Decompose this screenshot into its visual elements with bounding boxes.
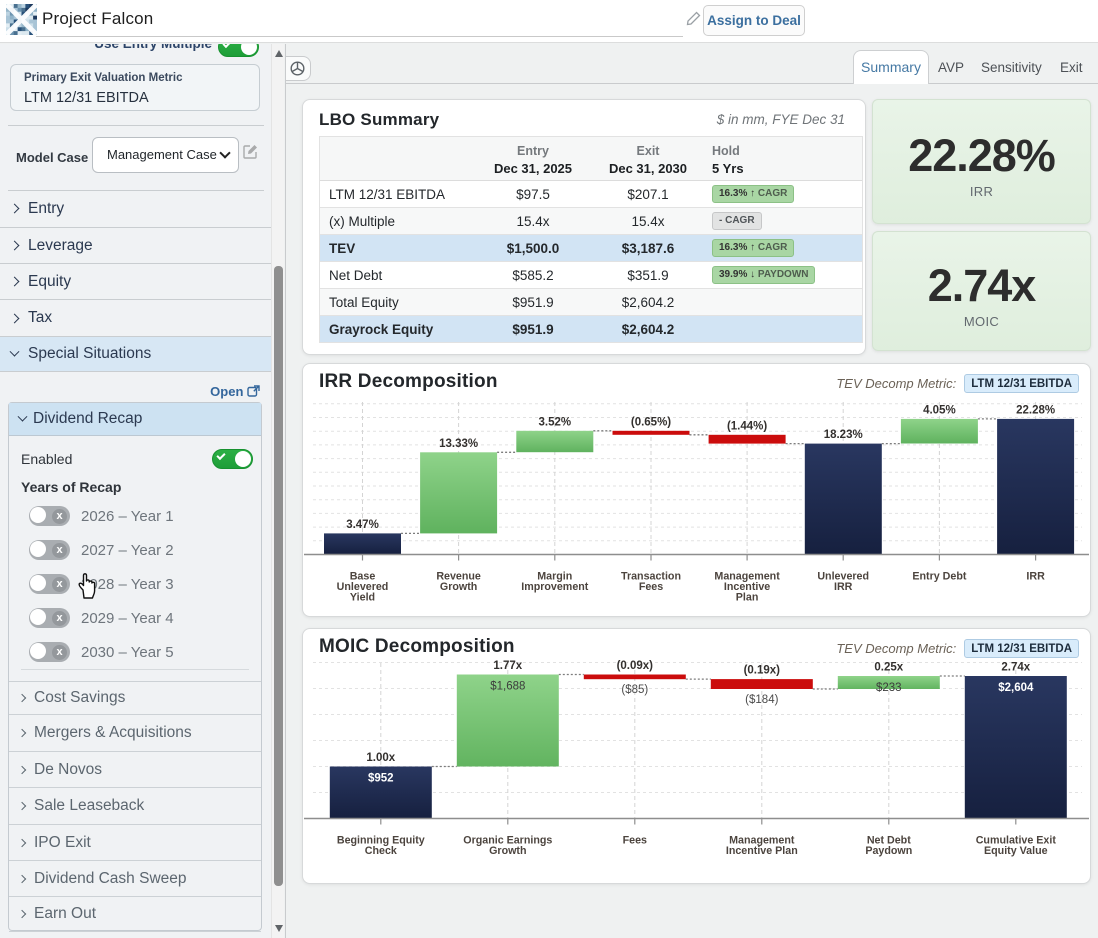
svg-text:Management: Management [714,571,780,583]
svg-text:Paydown: Paydown [865,845,912,857]
svg-text:Entry Debt: Entry Debt [912,571,966,583]
svg-text:Incentive Plan: Incentive Plan [726,845,798,857]
svg-text:Unlevered: Unlevered [817,571,869,583]
svg-text:Incentive: Incentive [724,581,770,593]
svg-text:Beginning Equity: Beginning Equity [337,835,425,847]
svg-text:Growth: Growth [489,845,526,857]
svg-text:IRR: IRR [834,581,853,593]
svg-text:$233: $233 [876,682,902,694]
svg-text:Fees: Fees [639,581,663,593]
svg-text:Growth: Growth [440,581,477,593]
svg-text:Organic Earnings: Organic Earnings [463,835,552,847]
svg-text:Revenue: Revenue [436,571,481,583]
svg-text:IRR: IRR [1026,571,1045,583]
svg-text:($85): ($85) [621,684,648,696]
svg-text:(0.09x): (0.09x) [617,660,654,672]
svg-text:3.47%: 3.47% [346,519,379,531]
svg-text:Check: Check [365,845,397,857]
svg-text:Transaction: Transaction [621,571,681,583]
svg-text:2.74x: 2.74x [1001,662,1030,674]
svg-text:Yield: Yield [350,591,375,603]
svg-text:Net Debt: Net Debt [867,835,911,847]
svg-text:3.52%: 3.52% [538,416,571,428]
svg-text:Unlevered: Unlevered [337,581,389,593]
svg-text:22.28%: 22.28% [1016,404,1055,416]
svg-text:Equity Value: Equity Value [984,845,1048,857]
svg-text:(1.44%): (1.44%) [727,420,767,432]
svg-text:Improvement: Improvement [521,581,589,593]
svg-text:($184): ($184) [745,694,778,706]
svg-text:Management: Management [729,835,795,847]
svg-text:(0.65%): (0.65%) [631,416,671,428]
svg-text:(0.19x): (0.19x) [744,665,781,677]
svg-text:Base: Base [350,571,376,583]
svg-text:$2,604: $2,604 [998,682,1034,694]
svg-text:0.25x: 0.25x [874,662,903,674]
svg-text:1.00x: 1.00x [366,752,395,764]
svg-text:Plan: Plan [736,591,759,603]
svg-text:Fees: Fees [623,835,647,847]
svg-text:18.23%: 18.23% [824,429,863,441]
svg-text:Cumulative Exit: Cumulative Exit [976,835,1057,847]
svg-text:13.33%: 13.33% [439,438,478,450]
svg-text:4.05%: 4.05% [923,404,956,416]
svg-text:$1,688: $1,688 [490,681,525,693]
svg-text:$952: $952 [368,773,394,785]
svg-text:Margin: Margin [537,571,572,583]
svg-text:1.77x: 1.77x [493,660,522,672]
